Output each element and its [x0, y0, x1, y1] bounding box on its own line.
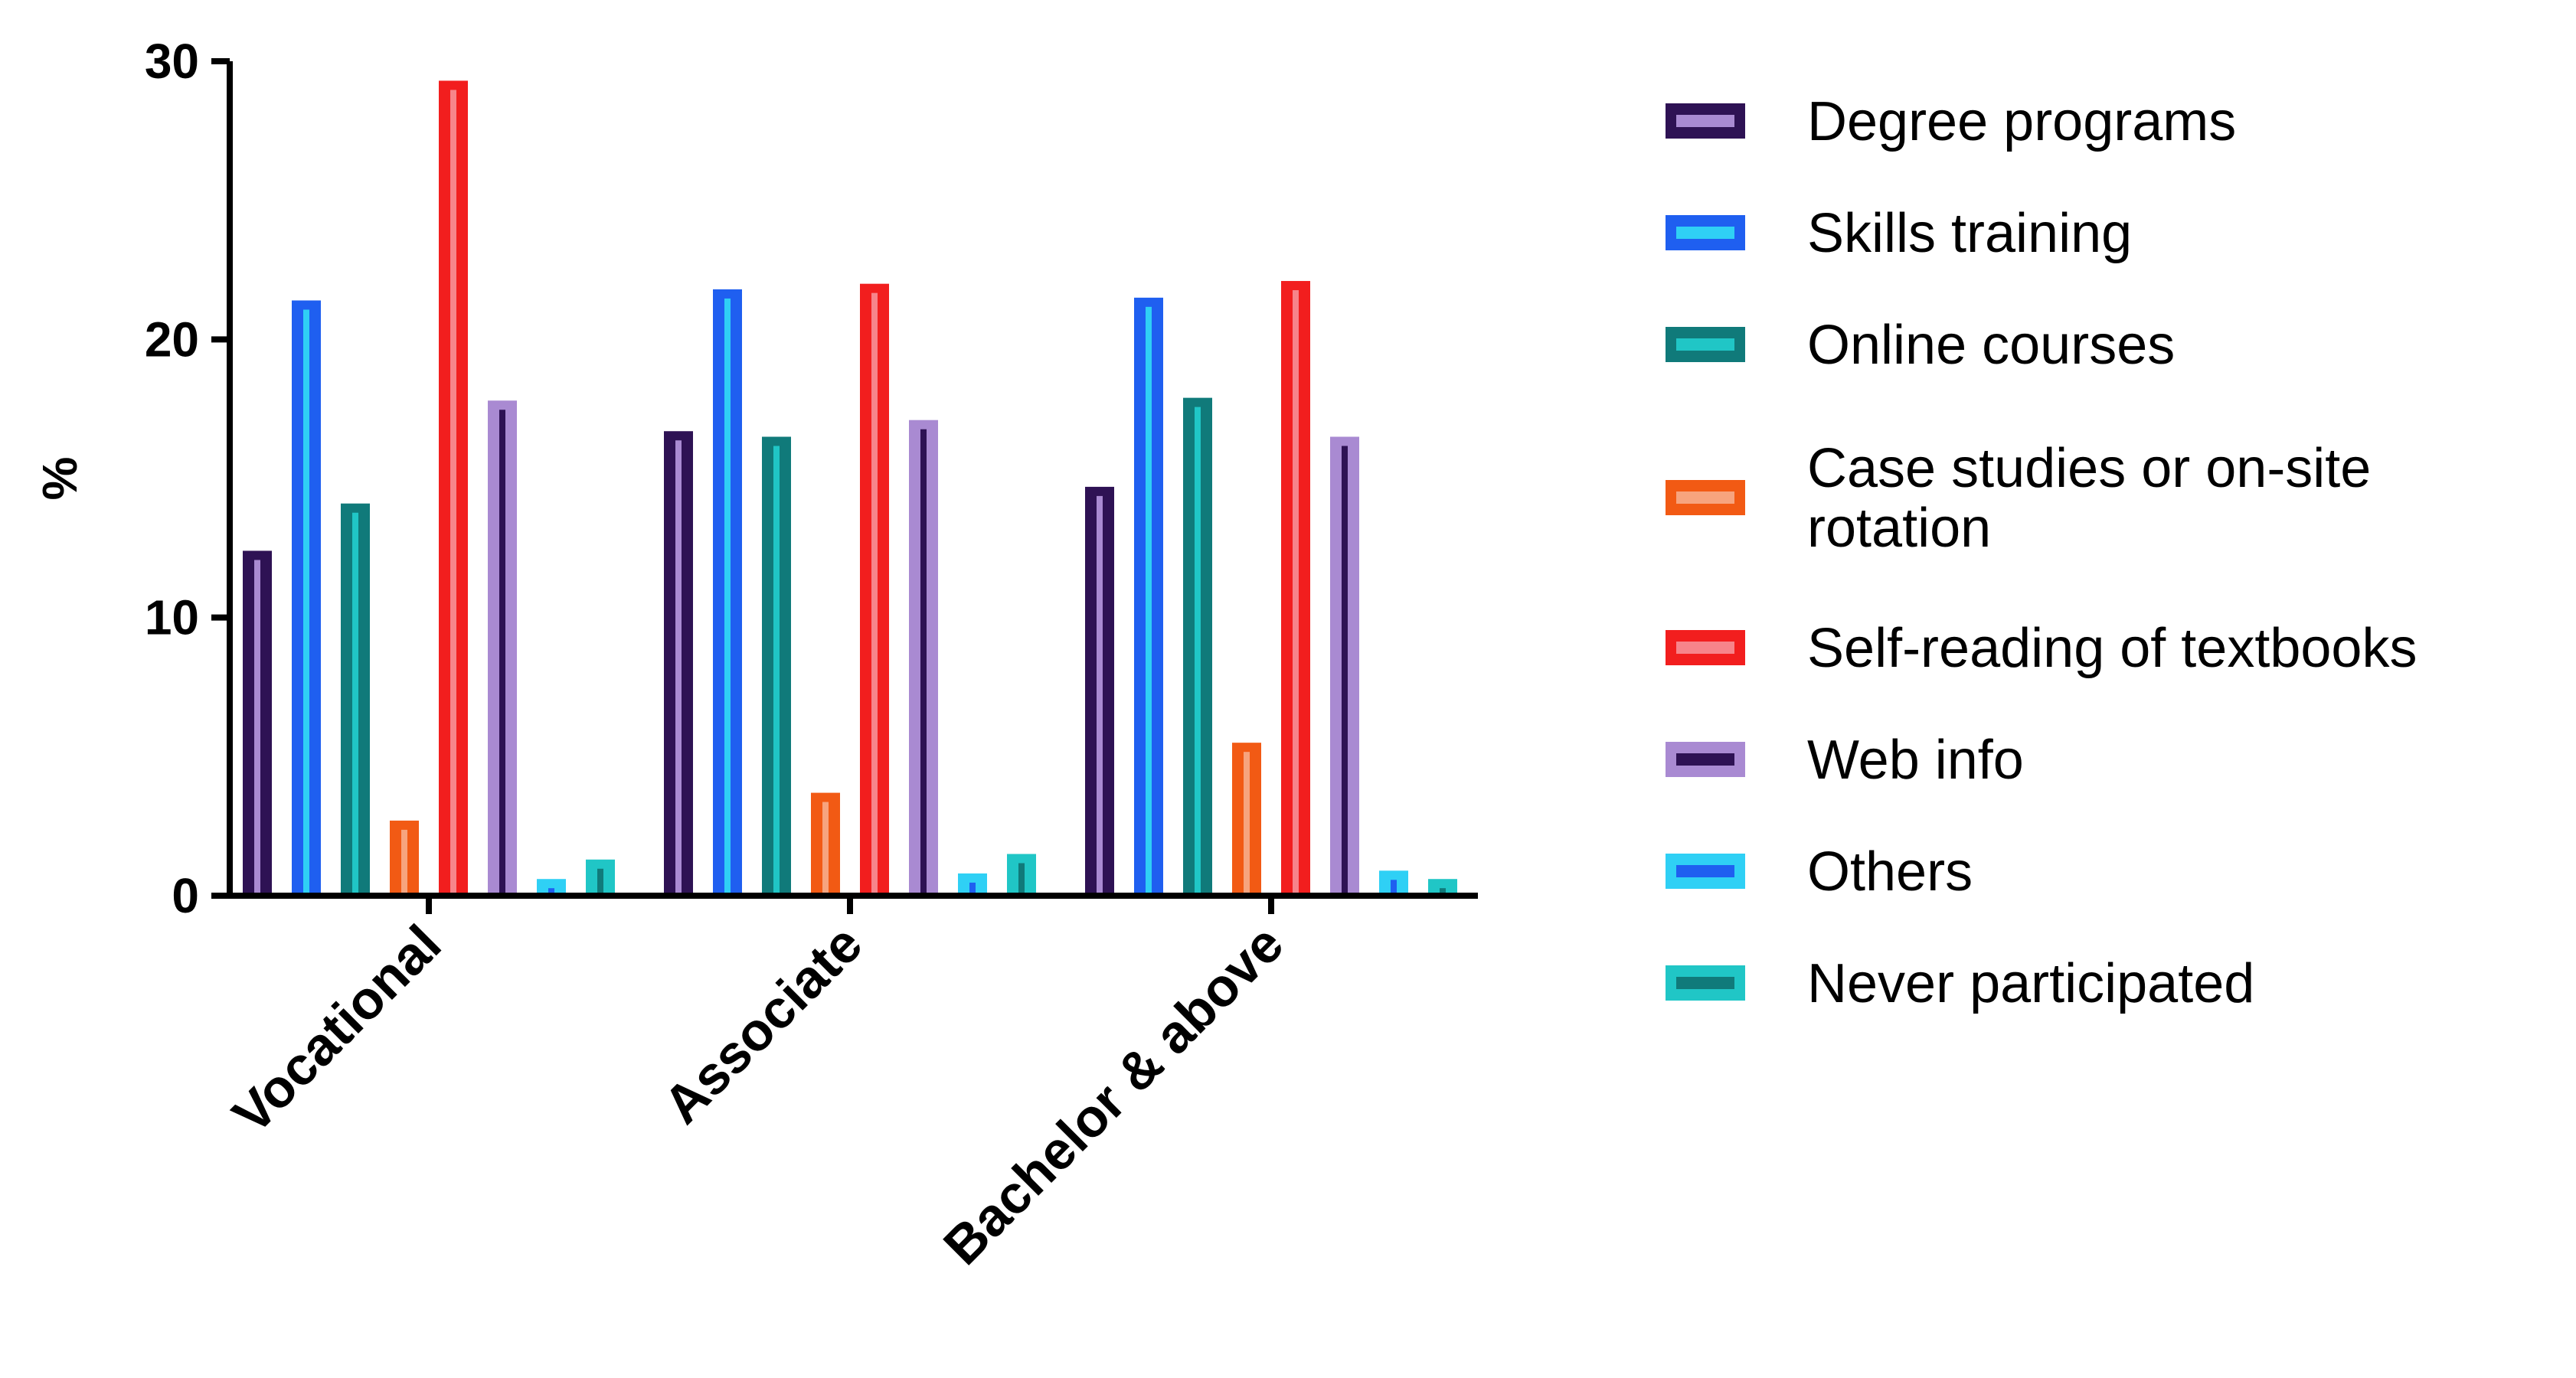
bar-self-reading-of-textbooks-vocational — [439, 80, 468, 896]
y-axis-label: % — [32, 457, 87, 501]
legend-item-degree-programs: Degree programs — [1666, 91, 2236, 152]
bar-degree-programs-vocational — [243, 550, 272, 896]
bar-degree-programs-bachelor-above — [1085, 486, 1114, 896]
bar-web-info-bachelor-above — [1330, 436, 1359, 896]
legend-item-never-participated: Never participated — [1666, 953, 2254, 1014]
bar-case-studies-or-on-site-rotation-vocational — [390, 820, 419, 896]
bar-online-courses-vocational — [341, 503, 370, 896]
bar-case-studies-or-on-site-rotation-associate — [811, 792, 840, 896]
legend-swatch-inner — [1676, 977, 1734, 989]
bar-others-vocational — [537, 879, 566, 896]
legend-label: Never participated — [1807, 953, 2254, 1014]
bar-others-associate — [958, 873, 987, 896]
legend-swatch-inner — [1676, 338, 1734, 351]
bar-skills-training-bachelor-above — [1134, 297, 1163, 896]
bar-case-studies-or-on-site-rotation-bachelor-above — [1232, 743, 1261, 896]
legend-swatch-inner — [1676, 642, 1734, 654]
x-tick-label: Associate — [652, 913, 874, 1135]
x-tick-label: Bachelor & above — [932, 913, 1294, 1275]
bar-self-reading-of-textbooks-associate — [860, 283, 889, 896]
y-tick-label: 0 — [172, 868, 199, 923]
bar-never-participated-bachelor-above — [1428, 879, 1457, 896]
legend-item-online-courses: Online courses — [1666, 315, 2175, 376]
bar-skills-training-associate — [713, 289, 742, 896]
legend: Degree programs Skills training Online cou… — [1666, 91, 2417, 1014]
bar-degree-programs-associate — [664, 431, 693, 896]
y-tick-label: 30 — [145, 34, 199, 89]
legend-swatch-inner — [1676, 115, 1734, 127]
legend-swatch-inner — [1676, 491, 1734, 504]
bar-others-bachelor-above — [1379, 870, 1408, 896]
bar-online-courses-bachelor-above — [1183, 397, 1212, 896]
legend-label: Self-reading of textbooks — [1807, 618, 2417, 679]
legend-item-case-studies-or-on-site-rotation: Case studies or on-site rotation — [1666, 438, 2371, 559]
bar-web-info-associate — [909, 420, 938, 896]
legend-item-skills-training: Skills training — [1666, 203, 2132, 264]
legend-item-self-reading-of-textbooks: Self-reading of textbooks — [1666, 618, 2417, 679]
legend-label: Online courses — [1807, 315, 2175, 376]
legend-swatch-inner — [1676, 227, 1734, 239]
legend-swatch-inner — [1676, 865, 1734, 877]
legend-label: Skills training — [1807, 203, 2132, 264]
bar-web-info-vocational — [488, 400, 517, 896]
legend-label: Degree programs — [1807, 91, 2236, 152]
x-tick-label: Vocational — [221, 913, 453, 1145]
legend-label: Case studies or on-site rotation — [1807, 438, 2371, 559]
y-tick-label: 10 — [145, 590, 199, 645]
plot-area — [243, 80, 1457, 896]
legend-item-others: Others — [1666, 841, 1973, 903]
bar-online-courses-associate — [762, 436, 791, 896]
bar-self-reading-of-textbooks-bachelor-above — [1281, 281, 1310, 896]
legend-item-web-info: Web info — [1666, 730, 2024, 791]
bar-skills-training-vocational — [292, 300, 321, 896]
y-tick-label: 20 — [145, 312, 199, 367]
legend-label: Others — [1807, 841, 1973, 903]
bar-never-participated-vocational — [586, 859, 615, 896]
legend-swatch-inner — [1676, 753, 1734, 766]
legend-label: Web info — [1807, 730, 2024, 791]
bar-never-participated-associate — [1007, 854, 1036, 896]
